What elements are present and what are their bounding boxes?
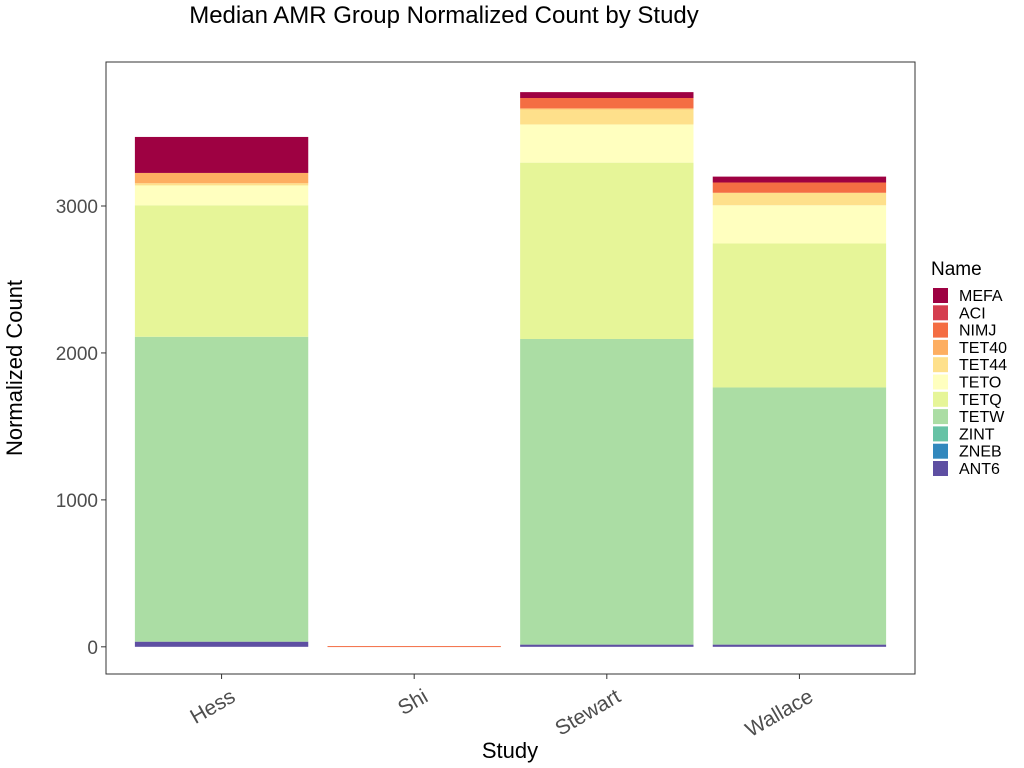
- bar-segment-wallace-mefa: [712, 176, 887, 183]
- bar-segment-stewart-tetw: [520, 338, 694, 645]
- y-axis: 0 1000 2000 3000: [56, 62, 107, 674]
- y-tick-label-2000: 2000: [56, 344, 98, 365]
- legend-label-ant6: ANT6: [959, 461, 1000, 478]
- legend-label-teto: TETO: [959, 375, 1001, 392]
- bar-segment-wallace-tetq: [712, 243, 887, 388]
- bar-segment-hess-tetq: [134, 205, 309, 337]
- bar-segment-shi-nimj: [327, 646, 501, 648]
- legend-label-tetq: TETQ: [959, 392, 1002, 409]
- legend-label-tet40: TET40: [959, 340, 1007, 357]
- y-tick-label-1000: 1000: [56, 491, 98, 512]
- legend-label-tet44: TET44: [959, 357, 1007, 374]
- x-tick-label-shi: Shi: [394, 685, 432, 720]
- legend-key-nimj: [933, 322, 948, 338]
- x-axis: Hess Shi Stewart Wallace: [106, 673, 915, 742]
- bar-segment-hess-mefa: [134, 136, 309, 173]
- x-tick-label-wallace: Wallace: [742, 685, 818, 742]
- bar-segment-hess-tetw: [134, 336, 309, 642]
- bar-segment-stewart-tet40: [520, 108, 694, 110]
- legend: Name MEFAACINIMJTET40TET44TETOTETQTETWZI…: [931, 259, 1007, 478]
- legend-key-zneb: [933, 443, 948, 459]
- legend-label-tetw: TETW: [959, 409, 1005, 426]
- bar-segment-stewart-tet44: [520, 109, 694, 125]
- bar-segment-hess-ant6: [134, 641, 309, 647]
- bar-segment-stewart-tetq: [520, 162, 694, 339]
- y-axis-title: Normalized Count: [2, 280, 27, 456]
- bar-segment-hess-tet40: [134, 172, 309, 184]
- bar-segment-stewart-teto: [520, 124, 694, 163]
- bar-segment-stewart-nimj: [520, 98, 694, 109]
- bar-segment-wallace-ant6: [712, 644, 887, 647]
- bar-segment-hess-tet44: [134, 183, 309, 186]
- legend-label-nimj: NIMJ: [959, 323, 996, 340]
- legend-key-teto: [933, 374, 948, 390]
- x-tick-label-stewart: Stewart: [551, 685, 624, 741]
- bar-segment-wallace-teto: [712, 205, 887, 244]
- bar-segment-stewart-mefa: [520, 92, 694, 98]
- legend-key-tet44: [933, 357, 948, 373]
- chart-title: Median AMR Group Normalized Count by Stu…: [189, 2, 699, 29]
- legend-label-mefa: MEFA: [959, 288, 1003, 305]
- legend-label-zint: ZINT: [959, 426, 995, 443]
- legend-key-tet40: [933, 339, 948, 355]
- plot-area: [134, 92, 887, 648]
- x-tick-label-hess: Hess: [186, 685, 239, 729]
- legend-label-zneb: ZNEB: [959, 444, 1002, 461]
- bar-segment-stewart-ant6: [520, 644, 694, 647]
- legend-title: Name: [931, 259, 982, 280]
- bar-segment-hess-teto: [134, 185, 309, 206]
- legend-key-aci: [933, 305, 948, 321]
- legend-key-tetw: [933, 409, 948, 425]
- bar-segment-wallace-tet44: [712, 192, 887, 206]
- y-tick-label-0: 0: [87, 638, 98, 659]
- legend-label-aci: ACI: [959, 305, 986, 322]
- bar-segment-wallace-nimj: [712, 182, 887, 193]
- legend-key-zint: [933, 426, 948, 442]
- legend-key-ant6: [933, 461, 948, 476]
- x-axis-title: Study: [482, 738, 538, 763]
- legend-key-tetq: [933, 391, 948, 407]
- legend-key-mefa: [933, 288, 948, 303]
- y-tick-label-3000: 3000: [56, 197, 98, 218]
- bar-segment-wallace-tetw: [712, 387, 887, 645]
